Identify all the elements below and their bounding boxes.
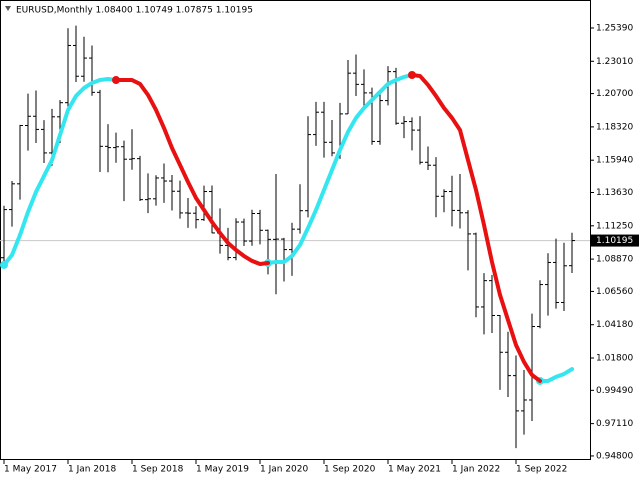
y-tick-label: 1.08870 xyxy=(596,255,633,265)
x-tick-label: 1 May 2017 xyxy=(4,465,57,475)
y-tick-label: 1.20700 xyxy=(596,89,633,99)
x-tick-label: 1 May 2021 xyxy=(388,465,441,475)
y-tick-label: 1.23010 xyxy=(596,57,633,67)
y-tick-label: 1.04180 xyxy=(596,320,633,330)
x-tick-label: 1 Sep 2018 xyxy=(132,465,184,475)
symbol-icon xyxy=(5,6,11,11)
y-tick-label: 1.01800 xyxy=(596,354,633,364)
y-tick-label: 1.13630 xyxy=(596,188,633,198)
turn-dot xyxy=(112,76,120,85)
y-tick-label: 1.06560 xyxy=(596,287,633,297)
y-tick-label: 1.15940 xyxy=(596,156,633,166)
indicator-line xyxy=(114,72,542,383)
turn-dot xyxy=(0,260,8,269)
last-price-box xyxy=(591,234,639,247)
x-tick-label: 1 Sep 2020 xyxy=(324,465,376,475)
plot-frame xyxy=(0,0,591,460)
x-tick-label: 1 Jan 2020 xyxy=(260,465,308,475)
turn-dot xyxy=(408,70,416,79)
indicator-line xyxy=(2,72,574,383)
y-tick-label: 0.97110 xyxy=(596,419,633,429)
y-tick-label: 0.99490 xyxy=(596,386,633,396)
last-price-label: 1.10195 xyxy=(596,236,633,246)
y-tick-label: 0.94800 xyxy=(596,451,633,461)
chart-title: EURUSD,Monthly 1.08400 1.10749 1.07875 1… xyxy=(16,6,253,16)
x-tick-label: 1 Sep 2022 xyxy=(516,465,567,475)
x-tick-label: 1 Jan 2018 xyxy=(68,465,116,475)
y-tick-label: 1.25390 xyxy=(596,23,633,33)
y-tick-label: 1.11250 xyxy=(596,221,633,231)
x-tick-label: 1 Jan 2022 xyxy=(452,465,500,475)
x-tick-label: 1 May 2019 xyxy=(196,465,249,475)
y-tick-label: 1.18320 xyxy=(596,122,633,132)
